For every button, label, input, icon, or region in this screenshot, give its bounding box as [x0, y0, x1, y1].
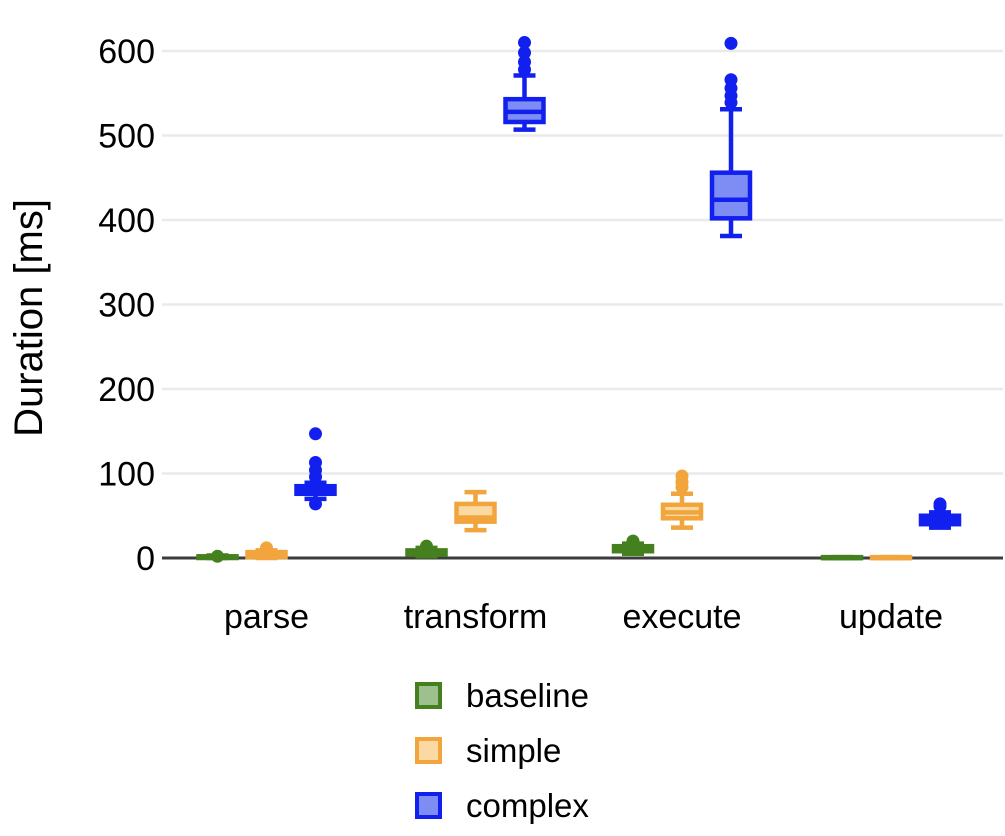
y-tick-label: 500	[98, 118, 155, 156]
outlier-dot	[309, 427, 322, 441]
box-layer	[196, 36, 962, 563]
boxplot-complex-execute	[709, 36, 753, 239]
boxplot-complex-parse	[294, 427, 337, 511]
outlier-dot	[420, 539, 433, 553]
x-category-label: update	[839, 598, 943, 636]
legend-item-complex: complex	[415, 789, 589, 822]
grid-layer	[162, 49, 1003, 560]
legend-label-simple: simple	[466, 732, 562, 769]
box-rect	[709, 170, 753, 221]
legend-label-complex: complex	[466, 787, 589, 824]
outlier-dot	[518, 46, 531, 60]
boxplot-baseline-execute	[611, 534, 655, 557]
boxplot-simple-execute	[660, 469, 704, 530]
boxplot-baseline-transform	[405, 539, 448, 559]
y-tick-label: 600	[98, 33, 155, 71]
x-category-label: transform	[404, 598, 548, 636]
y-tick-label: 100	[98, 456, 155, 494]
boxplot-complex-transform	[503, 36, 546, 132]
boxplot-baseline-update	[820, 554, 864, 561]
outlier-dot	[518, 36, 531, 50]
boxplot-baseline-parse	[196, 549, 239, 563]
boxplot-simple-parse	[245, 541, 288, 561]
outlier-dot	[309, 456, 322, 470]
y-tick-label: 300	[98, 287, 155, 325]
legend: baseline simple complex	[415, 679, 589, 822]
outlier-dot	[675, 469, 689, 483]
outlier-dot	[724, 73, 738, 87]
label-layer: 0 100 200 300 400 500 600 parse transform execute…	[98, 33, 943, 636]
outlier-dot	[933, 497, 947, 511]
y-tick-label: 200	[98, 371, 155, 409]
legend-swatch-baseline-icon	[415, 682, 442, 709]
boxplot-complex-update	[918, 497, 962, 530]
boxplot-simple-transform	[454, 489, 497, 533]
y-axis-title: Duration [ms]	[7, 199, 51, 437]
legend-item-simple: simple	[415, 734, 589, 767]
y-tick-label: 400	[98, 202, 155, 240]
boxplot-chart: 0 100 200 300 400 500 600 parse transform execute…	[7, 33, 1003, 636]
outlier-dot	[309, 497, 322, 511]
legend-swatch-complex-icon	[415, 792, 442, 819]
x-category-label: parse	[224, 598, 309, 636]
outlier-dot	[626, 534, 640, 548]
x-category-label: execute	[622, 598, 741, 636]
legend-label-baseline: baseline	[466, 677, 589, 714]
outlier-dot	[724, 36, 738, 50]
outlier-dot	[211, 549, 224, 563]
outlier-dot	[518, 55, 531, 69]
boxplot-simple-update	[869, 554, 913, 561]
legend-item-baseline: baseline	[415, 679, 589, 712]
y-tick-label: 0	[136, 540, 155, 578]
outlier-dot	[260, 541, 273, 555]
legend-swatch-simple-icon	[415, 737, 442, 764]
